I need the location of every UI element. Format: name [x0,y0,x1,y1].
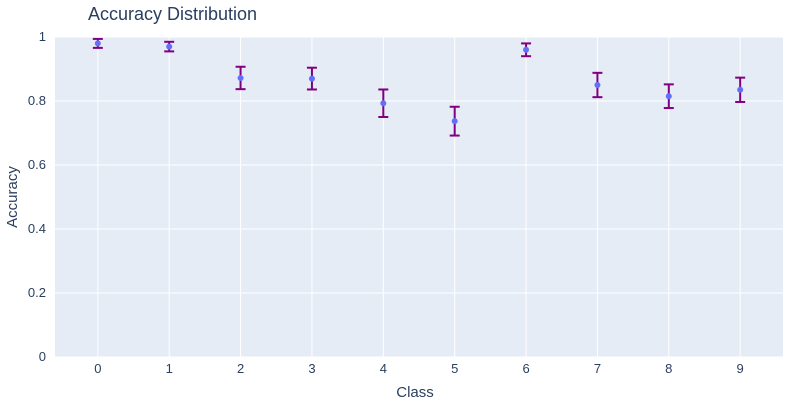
x-tick-1: 1 [166,361,173,376]
data-point-4 [380,100,387,107]
markers [94,40,744,125]
x-tick-6: 6 [522,361,529,376]
data-point-2 [237,74,244,81]
data-point-5 [451,118,458,125]
data-point-3 [308,75,315,82]
y-tick-0.4: 0.4 [28,221,46,236]
x-axis-title: Class [396,384,434,400]
y-tick-0.2: 0.2 [28,285,46,300]
x-tick-0: 0 [94,361,101,376]
data-point-6 [523,46,530,53]
x-tick-4: 4 [380,361,387,376]
x-tick-9: 9 [737,361,744,376]
y-tick-0.8: 0.8 [28,93,46,108]
chart-title: Accuracy Distribution [88,4,257,24]
data-point-0 [94,40,101,47]
x-tick-3: 3 [308,361,315,376]
y-tick-1: 1 [39,29,46,44]
y-tick-0: 0 [39,349,46,364]
data-point-8 [665,93,672,100]
data-point-9 [737,86,744,93]
y-tick-0.6: 0.6 [28,157,46,172]
error-bars [92,37,746,137]
x-tick-7: 7 [594,361,601,376]
data-point-1 [166,43,173,50]
y-tick-labels: 0 0.2 0.4 0.6 0.8 1 [28,29,46,364]
x-tick-2: 2 [237,361,244,376]
y-grid [55,36,783,358]
x-tick-8: 8 [665,361,672,376]
x-tick-5: 5 [451,361,458,376]
plot-background [55,37,783,357]
x-tick-labels: 0 1 2 3 4 5 6 7 8 9 [94,361,744,376]
y-axis-title: Accuracy [4,166,21,228]
data-point-7 [594,82,601,88]
